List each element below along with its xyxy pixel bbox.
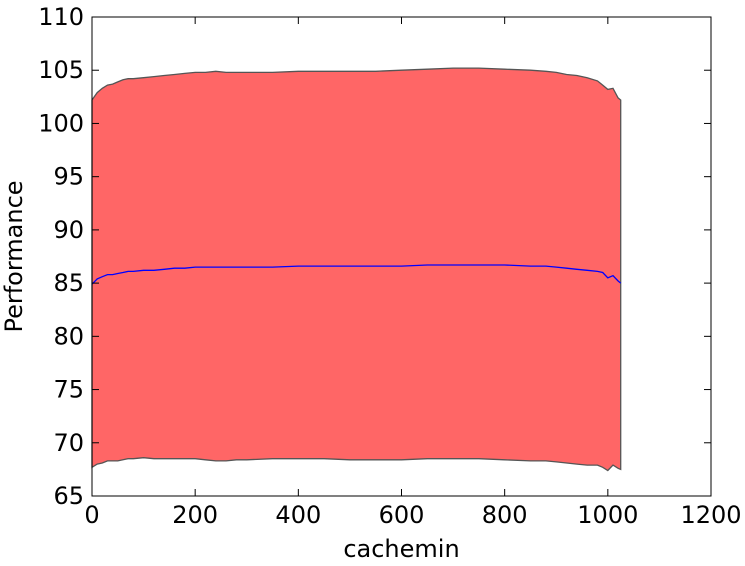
y-tick-label: 110 xyxy=(38,3,84,31)
x-axis-label: cachemin xyxy=(343,535,459,563)
x-tick-label: 0 xyxy=(84,501,99,529)
plot-area xyxy=(91,67,622,472)
x-tick-label: 1200 xyxy=(680,501,741,529)
y-tick-label: 70 xyxy=(53,429,84,457)
y-tick-label: 90 xyxy=(53,216,84,244)
mean-line xyxy=(91,264,622,285)
y-tick-label: 80 xyxy=(53,322,84,350)
y-tick-label: 85 xyxy=(53,269,84,297)
y-tick-label: 100 xyxy=(38,109,84,137)
x-tick-label: 600 xyxy=(379,501,425,529)
x-tick-label: 800 xyxy=(482,501,528,529)
x-tick-label: 400 xyxy=(275,501,321,529)
y-tick-label: 65 xyxy=(53,482,84,510)
y-axis-label: Performance xyxy=(0,180,28,332)
y-tick-label: 95 xyxy=(53,163,84,191)
std-band xyxy=(91,67,622,472)
y-tick-label: 75 xyxy=(53,376,84,404)
axis-ticks: 0 200 400 600 800 1000 1200 65 70 75 80 85 90 95 100 10… xyxy=(38,3,741,529)
x-tick-label: 1000 xyxy=(577,501,638,529)
x-tick-label: 200 xyxy=(172,501,218,529)
y-tick-label: 105 xyxy=(38,56,84,84)
